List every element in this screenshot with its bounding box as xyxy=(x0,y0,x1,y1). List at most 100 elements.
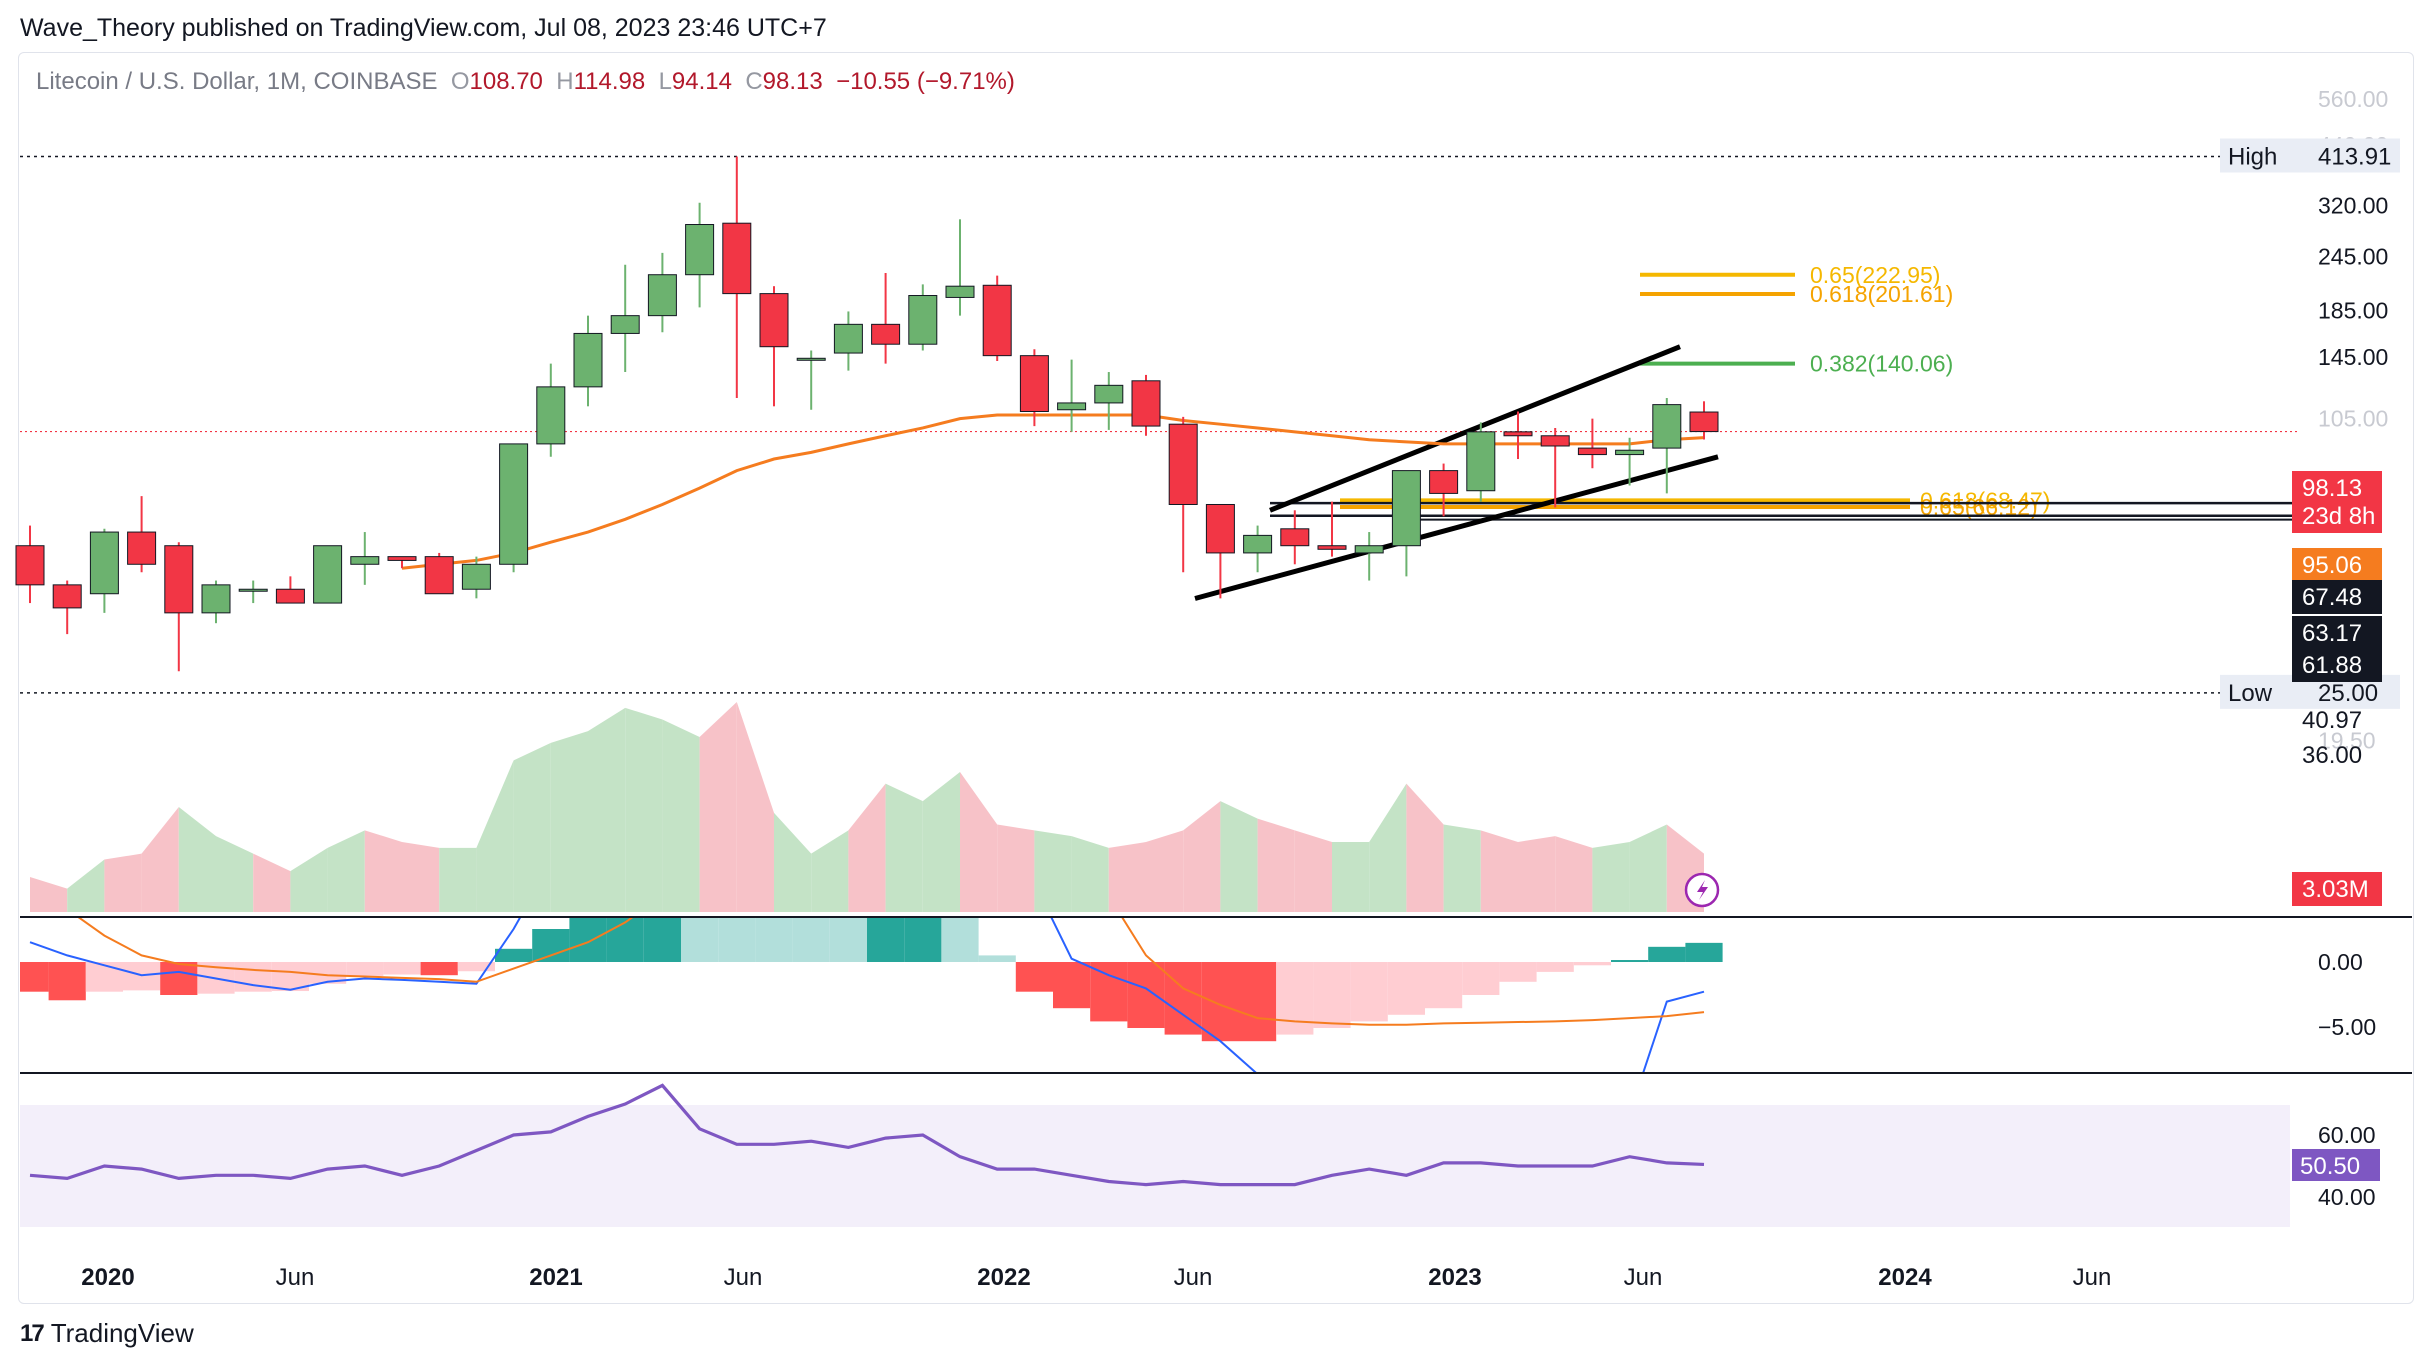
candle-body xyxy=(1131,380,1161,427)
rsi-line xyxy=(29,1083,1705,1187)
volume-area xyxy=(290,847,328,912)
open-key: O xyxy=(450,68,470,95)
macd-histogram-bar xyxy=(309,962,347,984)
candle-body xyxy=(982,284,1012,357)
price-badge-label: 98.13 xyxy=(2302,475,2362,502)
price-badge-label: 95.06 xyxy=(2302,552,2362,579)
macd-histogram-bar xyxy=(1313,962,1351,1028)
macd-histogram-bar xyxy=(643,918,681,962)
volume-area xyxy=(1257,818,1295,912)
price-badge-sublabel: 23d 8h xyxy=(2302,503,2375,530)
price-badge xyxy=(2292,471,2382,533)
volume-area xyxy=(364,830,402,912)
macd-histogram-bar xyxy=(1015,962,1053,992)
price-badge xyxy=(2292,548,2382,582)
rsi-pane xyxy=(20,1083,2290,1227)
candle-body xyxy=(647,274,677,317)
low-key: L xyxy=(658,68,672,95)
volume-area xyxy=(1518,836,1556,912)
macd-histogram-bar xyxy=(1648,946,1686,962)
volume-area xyxy=(1183,801,1221,912)
candle-body xyxy=(1057,402,1087,411)
lightning-glyph-icon xyxy=(1697,880,1708,900)
candle-body xyxy=(833,323,863,354)
candle-body xyxy=(387,556,417,561)
volume-area xyxy=(476,760,514,912)
high-value: 114.98 xyxy=(573,68,646,95)
macd-histogram-bar xyxy=(718,918,756,962)
volume-area xyxy=(1629,824,1667,912)
candle-body xyxy=(1615,449,1645,456)
price-axis-tick: 105.00 xyxy=(2318,406,2388,432)
candle-body xyxy=(1205,503,1235,554)
rsi-value-badge xyxy=(2292,1149,2380,1181)
candle-body xyxy=(908,295,938,345)
candle-body xyxy=(945,285,975,298)
macd-histogram-bar xyxy=(1387,962,1425,1015)
price-axis-tick: 185.00 xyxy=(2318,297,2388,323)
open-value: 108.70 xyxy=(469,68,543,95)
candle-body xyxy=(1689,411,1719,433)
candle-body xyxy=(424,556,454,595)
macd-histogram-bar xyxy=(1611,960,1649,962)
volume-area xyxy=(253,853,291,912)
time-axis-tick: Jun xyxy=(1624,1264,1663,1291)
price-axis-tick: 245.00 xyxy=(2318,244,2388,270)
time-axis-tick: 2024 xyxy=(1878,1264,1932,1291)
candle-body xyxy=(461,563,491,590)
time-axis-tick: Jun xyxy=(1174,1264,1213,1291)
macd-histogram-bar xyxy=(1127,962,1165,1028)
price-badge xyxy=(2292,616,2382,650)
time-axis-tick: 2023 xyxy=(1428,1264,1481,1291)
candle-body xyxy=(164,545,194,614)
price-axis-tick: 560.00 xyxy=(2318,86,2388,112)
volume-area xyxy=(885,783,923,912)
candle-body xyxy=(52,584,82,609)
volume-area xyxy=(960,772,998,912)
candle-body xyxy=(127,531,157,565)
macd-histogram-bar xyxy=(1685,942,1723,962)
price-badge-label: 3.03M xyxy=(2302,876,2369,903)
tradingview-footer[interactable]: 17 TradingView xyxy=(20,1318,194,1349)
close-value: 98.13 xyxy=(762,68,823,95)
symbol-title[interactable]: Litecoin / U.S. Dollar, 1M, COINBASE xyxy=(36,68,438,95)
price-badge-label: 61.88 xyxy=(2302,652,2362,679)
macd-histogram-bar xyxy=(1053,962,1091,1009)
volume-area xyxy=(1443,824,1481,912)
macd-signal-line xyxy=(77,918,1705,1026)
macd-histogram-bar xyxy=(569,918,607,962)
chart-frame xyxy=(18,52,2414,1304)
price-badge-label: 36.00 xyxy=(2302,742,2362,769)
price-badge-label: 40.97 xyxy=(2302,707,2362,734)
time-axis-tick: 2022 xyxy=(977,1264,1030,1291)
candle-body xyxy=(350,556,380,565)
price-badge xyxy=(2292,648,2382,682)
axes: 0.00−5.0060.0040.0050.50560.00440.00320.… xyxy=(81,86,2400,1291)
macd-histogram-bar xyxy=(792,918,830,962)
time-axis-tick: Jun xyxy=(2073,1264,2112,1291)
macd-histogram-bar xyxy=(346,962,384,976)
fib-level-label: 0.618(201.61) xyxy=(1810,281,1953,307)
macd-histogram-bar xyxy=(160,962,198,995)
macd-histogram-bar xyxy=(20,962,49,992)
volume-area xyxy=(1146,830,1184,912)
macd-histogram-bar xyxy=(1201,962,1239,1042)
macd-histogram-bar xyxy=(867,918,905,962)
candle-body xyxy=(238,588,268,592)
volume-area xyxy=(848,783,886,912)
macd-histogram-bar xyxy=(1536,962,1574,972)
volume-area xyxy=(178,807,216,912)
candle-body xyxy=(1652,404,1682,449)
close-key: C xyxy=(745,68,763,95)
macd-histogram-bar xyxy=(1239,962,1277,1042)
candle-body xyxy=(1019,355,1049,412)
candle-body xyxy=(1503,431,1533,437)
fib-level-label: 0.618(68.47) xyxy=(1920,487,2050,513)
volume-area xyxy=(811,830,849,912)
volume-area xyxy=(1332,842,1370,912)
macd-histogram-bar xyxy=(1276,962,1314,1035)
volume-area xyxy=(1034,830,1072,912)
macd-tick: 0.00 xyxy=(2318,949,2363,975)
candle-body xyxy=(1094,384,1124,404)
